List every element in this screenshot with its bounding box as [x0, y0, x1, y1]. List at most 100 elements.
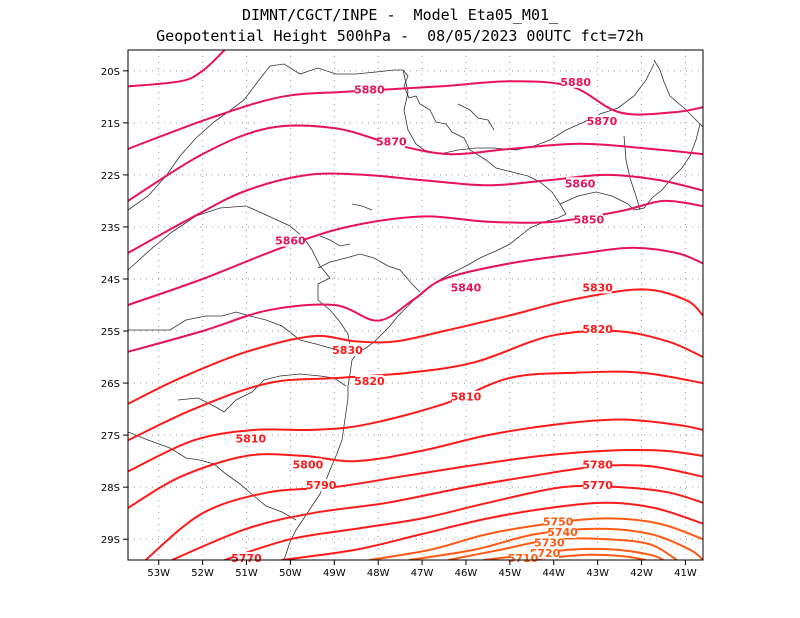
contour-5810 [128, 370, 703, 473]
contour-label-bg [566, 177, 595, 190]
contour-label-5720: 5720 [530, 547, 561, 560]
contour-label-bg [293, 458, 322, 471]
contour-label-bg [588, 114, 617, 127]
y-tick-label: 29S [101, 535, 120, 546]
contour-label-bg [574, 213, 603, 226]
y-tick-label: 25S [101, 327, 120, 338]
contour-label-5780: 5780 [582, 458, 613, 471]
contour-label-bg [355, 83, 384, 96]
x-tick-label: 53W [147, 568, 170, 579]
contour-label-5710: 5710 [508, 552, 539, 565]
x-tick-label: 42W [630, 568, 653, 579]
contour-label-5770: 5770 [582, 479, 613, 492]
contour-label-bg [355, 375, 384, 388]
x-tick-label: 45W [499, 568, 522, 579]
contour-label-5750: 5750 [543, 516, 574, 529]
contour-label-5860: 5860 [275, 235, 306, 248]
x-tick-label: 46W [455, 568, 478, 579]
coastline-ne [559, 123, 701, 211]
contour-label-5830: 5830 [582, 281, 613, 294]
contour-label-bg [548, 525, 577, 538]
reservoir-2 [351, 203, 373, 211]
reservoir-3 [319, 235, 351, 247]
coastline-far-ne [653, 59, 703, 128]
contour-5870 [128, 124, 703, 202]
contour-label-5870: 5870 [587, 115, 618, 128]
contour-5860 [128, 172, 703, 254]
contour-label-bg [583, 323, 612, 336]
contour-label-bg [535, 536, 564, 549]
contour-lines [128, 50, 703, 560]
y-tick-label: 24S [101, 275, 120, 286]
contour-label-bg [236, 432, 265, 445]
y-tick-label: 28S [101, 483, 120, 494]
contour-label-5850: 5850 [574, 214, 605, 227]
contour-label-5730: 5730 [534, 536, 565, 549]
contour-label-bg [333, 343, 362, 356]
x-tick-label: 48W [367, 568, 390, 579]
contour-5780 [171, 464, 703, 560]
border-interior [128, 63, 403, 211]
border-mg-sp [128, 205, 351, 347]
contour-label-5770: 5770 [231, 552, 262, 565]
contour-label-5810: 5810 [451, 391, 482, 404]
contour-label-bg [451, 390, 480, 403]
border-es [623, 135, 641, 211]
contour-label-5870: 5870 [376, 136, 407, 149]
contour-5790 [144, 449, 703, 560]
contour-5820 [128, 329, 703, 442]
contour-5740 [408, 527, 703, 560]
contour-label-5820: 5820 [582, 323, 613, 336]
contour-label-5860: 5860 [565, 177, 596, 190]
contour-label-bg [530, 546, 559, 559]
coastline-and-borders [128, 59, 703, 560]
contour-label-bg [561, 75, 590, 88]
border-pr-sc [128, 431, 297, 521]
x-tick-label: 41W [674, 568, 697, 579]
y-tick-label: 23S [101, 223, 120, 234]
contour-label-bg [583, 281, 612, 294]
contour-label-bg [451, 281, 480, 294]
contour-5830 [128, 288, 703, 405]
x-tick-label: 51W [235, 568, 258, 579]
contour-label-5740: 5740 [547, 526, 578, 539]
title-line-1: DIMNT/CGCT/INPE - Model Eta05_M01_ [241, 6, 559, 24]
contour-label-5790: 5790 [306, 479, 337, 492]
contour-5880 [128, 50, 226, 88]
contour-label-bg [276, 234, 305, 247]
contour-5730 [448, 537, 678, 560]
contour-5880 [128, 80, 703, 150]
y-tick-label: 21S [101, 119, 120, 130]
contour-label-bg [232, 552, 261, 564]
contour-label-bg [583, 479, 612, 492]
contour-label-5810: 5810 [236, 432, 267, 445]
contour-label-5800: 5800 [293, 458, 324, 471]
contour-label-5880: 5880 [560, 76, 591, 89]
contour-5760 [281, 501, 703, 560]
contour-label-bg [583, 458, 612, 471]
title-line-2: Geopotential Height 500hPa - 08/05/2023 … [156, 27, 644, 45]
contour-5800 [128, 418, 703, 509]
contour-label-bg [377, 135, 406, 148]
contour-5770 [224, 484, 703, 560]
contour-label-bg [509, 552, 538, 564]
contour-label-bg [307, 479, 336, 492]
contour-label-5830: 5830 [332, 344, 363, 357]
plot-frame [127, 49, 704, 561]
x-tick-label: 44W [542, 568, 565, 579]
contour-5850 [128, 199, 703, 306]
y-tick-label: 26S [101, 379, 120, 390]
contour-label-5840: 5840 [451, 281, 482, 294]
y-tick-label: 27S [101, 431, 120, 442]
reservoir-1 [457, 103, 495, 131]
border-mg-rj [402, 63, 655, 155]
contour-label-bg [544, 515, 573, 528]
contour-label-5820: 5820 [354, 375, 385, 388]
contour-labels: 5880 5880 5870 5870 5860 5860 5850 5840 5830 5830… [231, 75, 618, 565]
x-tick-label: 43W [586, 568, 609, 579]
border-sp-pr [317, 253, 421, 293]
contour-5840 [128, 246, 703, 353]
x-tick-label: 50W [279, 568, 302, 579]
contour-label-5880: 5880 [354, 84, 385, 97]
